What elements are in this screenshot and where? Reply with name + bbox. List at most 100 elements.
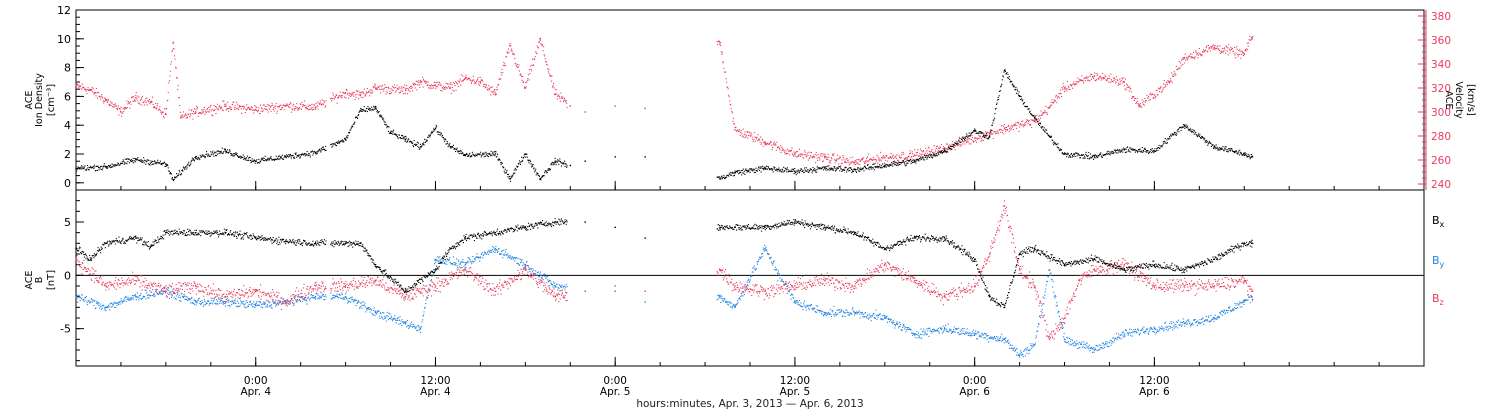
by-dot [477,253,478,254]
velocity-dot [372,92,373,93]
density-dot [764,167,765,168]
density-dot [762,168,763,169]
density-dot [225,149,226,150]
density-dot [1193,132,1194,133]
velocity-dot [1100,77,1101,78]
velocity-dot [812,157,813,158]
density-dot [951,149,952,150]
density-dot [996,108,997,109]
density-dot [526,154,527,155]
velocity-dot [484,86,485,87]
density-dot [398,138,399,139]
velocity-dot [77,84,78,85]
density-dot [122,163,123,164]
by-dot [344,297,345,298]
density-dot [1013,85,1014,86]
velocity-dot [894,160,895,161]
velocity-dot [933,152,934,153]
velocity-dot [1190,54,1191,55]
by-dot [503,250,504,251]
velocity-dot [952,141,953,142]
velocity-dot [546,62,547,63]
density-dot [895,164,896,165]
velocity-dot [437,86,438,87]
velocity-dot [1154,94,1155,95]
by-dot [337,294,338,295]
velocity-dot [76,85,77,86]
density-dot [960,142,961,143]
velocity-dot [1144,98,1145,99]
density-dot [1210,143,1211,144]
density-dot [1112,153,1113,154]
velocity-dot [1217,46,1218,47]
density-dot [1000,90,1001,91]
density-dot [1123,148,1124,149]
density-dot [244,158,245,159]
velocity-dot [181,115,182,116]
density-dot [940,153,941,154]
velocity-dot [1211,47,1212,48]
density-dot [113,165,114,166]
velocity-dot [92,91,93,92]
velocity-dot [1239,54,1240,55]
velocity-point [480,81,481,82]
density-dot [1102,157,1103,158]
by-dot [459,264,460,265]
velocity-dot [201,113,202,114]
velocity-dot [882,156,883,157]
density-dot [841,169,842,170]
velocity-dot [235,108,236,109]
velocity-dot [840,157,841,158]
by-dot [342,294,343,295]
density-dot [1074,153,1075,154]
by-dot [169,298,170,299]
velocity-dot [331,98,332,99]
density-dot [1094,155,1095,156]
density-dot [380,115,381,116]
by-dot [254,304,255,305]
by-dot [463,266,464,267]
by-dot [396,322,397,323]
velocity-dot [192,119,193,120]
density-dot [723,175,724,176]
density-tick-label: 2 [64,148,71,161]
by-dot [135,294,136,295]
velocity-dot [1136,102,1137,103]
velocity-dot [563,101,564,102]
density-dot [1154,150,1155,151]
velocity-dot [101,96,102,97]
by-dot [459,266,460,267]
density-dot [746,170,747,171]
density-dot [187,167,188,168]
density-dot [856,172,857,173]
velocity-dot [262,108,263,109]
density-dot [754,172,755,173]
velocity-dot [1031,127,1032,128]
density-dot [217,154,218,155]
velocity-dot [1103,78,1104,79]
by-dot [322,296,323,297]
velocity-dot [762,139,763,140]
velocity-dot [1023,124,1024,125]
density-dot [953,146,954,147]
density-dot [278,156,279,157]
velocity-dot [1004,127,1005,128]
velocity-point [570,105,571,106]
density-dot [1216,144,1217,145]
velocity-dot [271,111,272,112]
velocity-dot [1222,52,1223,53]
density-dot [159,162,160,163]
velocity-dot [448,86,449,87]
density-dot [161,164,162,165]
velocity-dot [782,148,783,149]
velocity-dot [332,92,333,93]
by-dot [225,305,226,306]
velocity-dot [771,145,772,146]
velocity-dot [419,84,420,85]
velocity-dot [252,107,253,108]
density-dot [1106,153,1107,154]
velocity-dot [926,151,927,152]
density-dot [564,163,565,164]
density-dot [992,123,993,124]
velocity-dot [1112,81,1113,82]
